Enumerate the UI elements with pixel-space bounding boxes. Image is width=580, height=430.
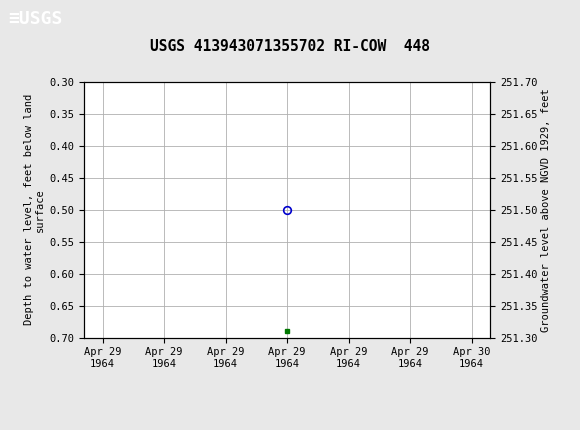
Y-axis label: Depth to water level, feet below land
surface: Depth to water level, feet below land su…	[24, 94, 45, 325]
Text: USGS 413943071355702 RI-COW  448: USGS 413943071355702 RI-COW 448	[150, 39, 430, 54]
Text: ≡USGS: ≡USGS	[9, 10, 63, 28]
Y-axis label: Groundwater level above NGVD 1929, feet: Groundwater level above NGVD 1929, feet	[542, 88, 552, 332]
